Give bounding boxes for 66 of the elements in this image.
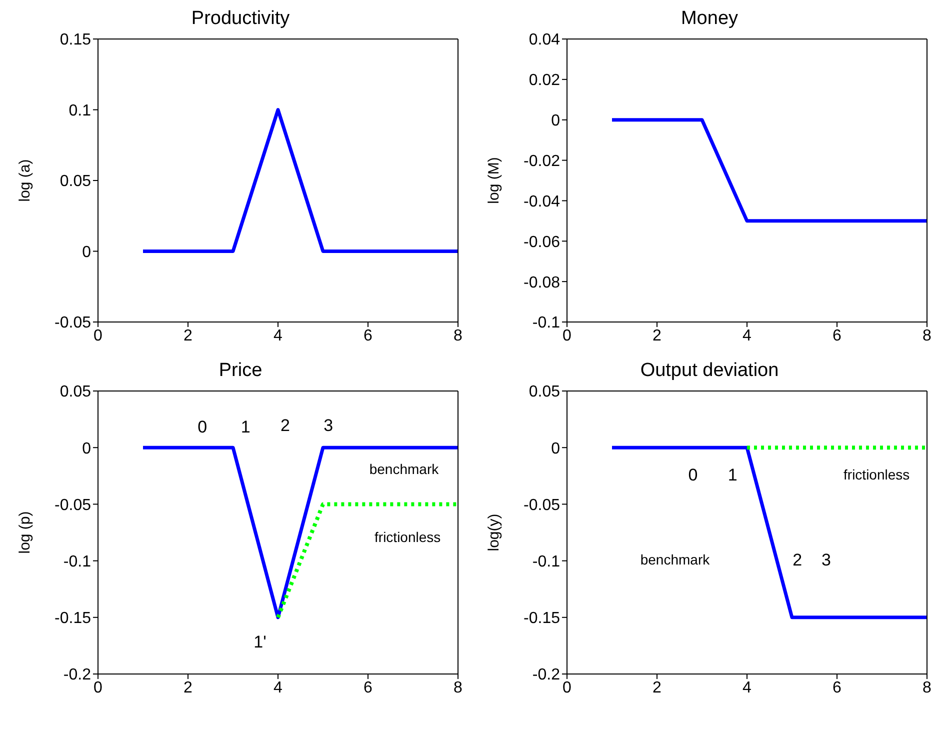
y-tick-label: 0 <box>551 112 560 130</box>
y-tick-label: -0.1 <box>532 314 560 332</box>
annotation: frictionless <box>844 466 910 483</box>
chart-title: Output deviation <box>639 360 780 383</box>
y-tick-label: 0.04 <box>528 32 560 49</box>
y-tick-label: -0.04 <box>524 193 560 210</box>
y-tick-label: -0.1 <box>532 553 560 570</box>
x-tick-label: 4 <box>742 679 752 696</box>
x-tick-label: 2 <box>652 679 662 696</box>
y-axis-title: log (a) <box>16 159 34 202</box>
y-tick-label: 0.05 <box>60 173 92 190</box>
x-tick-label: 4 <box>742 327 752 344</box>
x-tick-label: 2 <box>184 327 193 344</box>
y-axis-title: log (p) <box>16 511 34 554</box>
annotation: 3 <box>821 550 831 570</box>
x-tick-label: 8 <box>922 327 932 344</box>
annotation: 1 <box>240 417 250 436</box>
y-tick-label: 0.05 <box>528 384 560 401</box>
x-tick-label: 8 <box>454 679 463 696</box>
x-tick-label: 6 <box>832 327 842 344</box>
x-tick-label: 6 <box>364 679 373 696</box>
y-tick-label: 0 <box>82 440 92 458</box>
y-tick-label: -0.15 <box>54 610 92 628</box>
x-tick-label: 2 <box>184 679 193 696</box>
y-tick-label: 0 <box>551 440 560 458</box>
annotation: benchmark <box>640 552 711 568</box>
chart-title: Price <box>218 360 264 383</box>
chart-title: Productivity <box>190 8 291 31</box>
x-tick-label: 0 <box>562 327 572 344</box>
y-tick-label: 0.05 <box>60 384 92 401</box>
y-tick-label: -0.05 <box>54 496 92 514</box>
annotation: 0 <box>198 417 208 436</box>
x-tick-label: 6 <box>832 679 842 696</box>
x-tick-label: 8 <box>454 327 463 344</box>
x-tick-label: 4 <box>274 679 283 696</box>
y-axis-title: log (M) <box>485 157 502 204</box>
x-tick-label: 6 <box>364 327 373 344</box>
y-tick-label: -0.2 <box>532 666 560 684</box>
chart-title: Money <box>680 8 740 31</box>
annotation: 2 <box>792 550 802 570</box>
y-tick-label: -0.06 <box>524 234 560 251</box>
annotation: benchmark <box>369 460 440 477</box>
x-tick-label: 2 <box>652 327 662 344</box>
x-tick-label: 0 <box>94 327 103 344</box>
y-tick-label: -0.1 <box>63 553 92 570</box>
annotation: 2 <box>280 416 290 435</box>
x-tick-label: 0 <box>94 679 103 696</box>
annotation: 0 <box>688 465 698 484</box>
y-tick-label: -0.2 <box>63 666 92 684</box>
y-tick-label: -0.02 <box>524 152 560 170</box>
x-tick-label: 0 <box>562 679 572 696</box>
annotation: frictionless <box>374 528 441 545</box>
y-tick-label: 0.02 <box>528 72 560 90</box>
y-tick-label: 0.15 <box>60 32 92 49</box>
annotation: 1 <box>728 465 738 484</box>
y-tick-label: 0 <box>82 244 92 261</box>
x-tick-label: 4 <box>274 327 283 344</box>
y-tick-label: -0.15 <box>524 610 560 628</box>
y-tick-label: -0.05 <box>524 496 560 514</box>
y-tick-label: -0.05 <box>54 314 92 332</box>
y-axis-title: log(y) <box>485 514 502 552</box>
annotation: 1' <box>254 632 266 652</box>
y-tick-label: -0.08 <box>524 274 560 292</box>
x-tick-label: 8 <box>922 679 932 696</box>
y-tick-label: 0.1 <box>68 102 92 120</box>
annotation: 3 <box>324 416 334 435</box>
